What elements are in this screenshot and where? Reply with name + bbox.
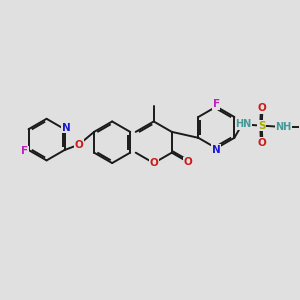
Text: O: O: [258, 103, 267, 113]
Text: N: N: [62, 123, 70, 133]
Text: F: F: [213, 99, 220, 109]
Text: HN: HN: [235, 119, 251, 129]
Text: O: O: [184, 157, 193, 167]
Text: O: O: [149, 158, 158, 168]
Text: O: O: [258, 138, 267, 148]
Text: NH: NH: [276, 122, 292, 132]
Text: S: S: [258, 121, 266, 130]
Text: F: F: [21, 146, 28, 157]
Text: O: O: [74, 140, 83, 150]
Text: N: N: [212, 145, 221, 155]
